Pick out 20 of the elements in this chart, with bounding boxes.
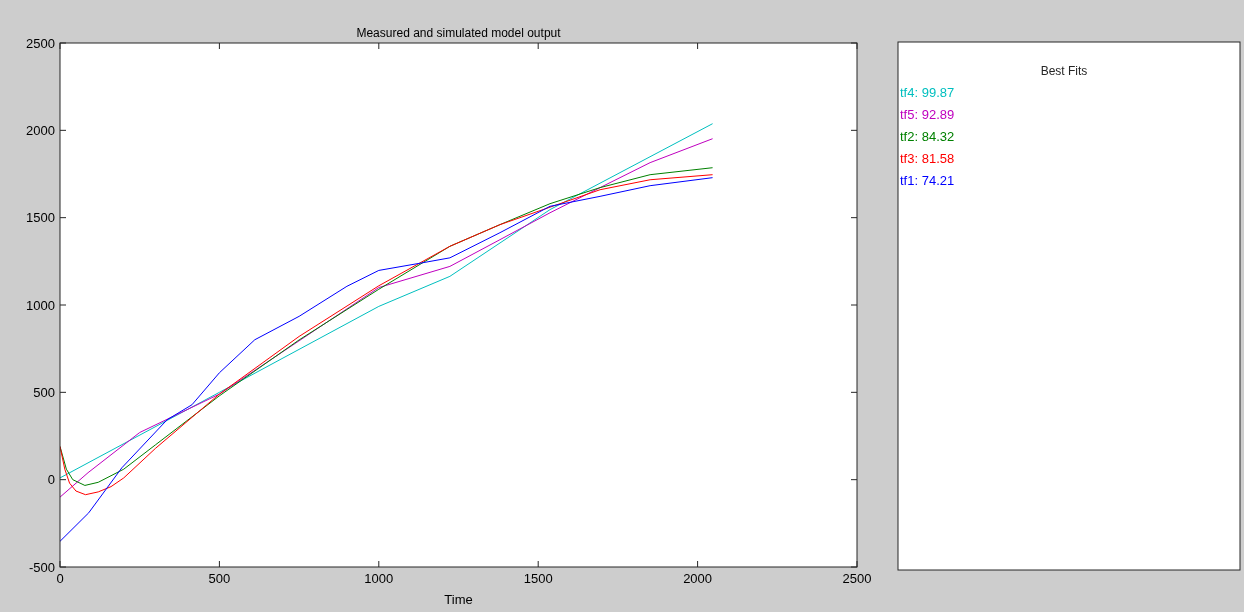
x-axis-title: Time: [444, 592, 473, 607]
x-tick-label: 2000: [683, 571, 713, 586]
text: tf4: 99.87: [900, 85, 955, 100]
x-tick-label: 1500: [523, 571, 553, 586]
y-tick-label: 500: [33, 384, 55, 400]
text: tf2: 84.32: [900, 129, 955, 144]
text: tf1: 74.21: [900, 173, 955, 188]
text: tf3: 81.58: [900, 151, 955, 166]
x-tick-label: 1000: [364, 571, 394, 586]
x-tick-label: 2500: [842, 571, 872, 586]
text: tf5: 92.89: [900, 107, 955, 122]
y-tick-label: 2500: [26, 35, 55, 51]
x-tick-label: 500: [208, 571, 231, 586]
y-tick-label: -500: [28, 559, 55, 575]
legend-title: Best Fits: [1040, 64, 1088, 78]
chart-title: Measured and simulated model output: [356, 26, 562, 40]
y-tick-label: 0: [47, 472, 55, 488]
y-tick-label: 1000: [26, 297, 55, 313]
y-tick-label: 2000: [26, 122, 55, 138]
y-tick-label: 1500: [26, 210, 55, 226]
